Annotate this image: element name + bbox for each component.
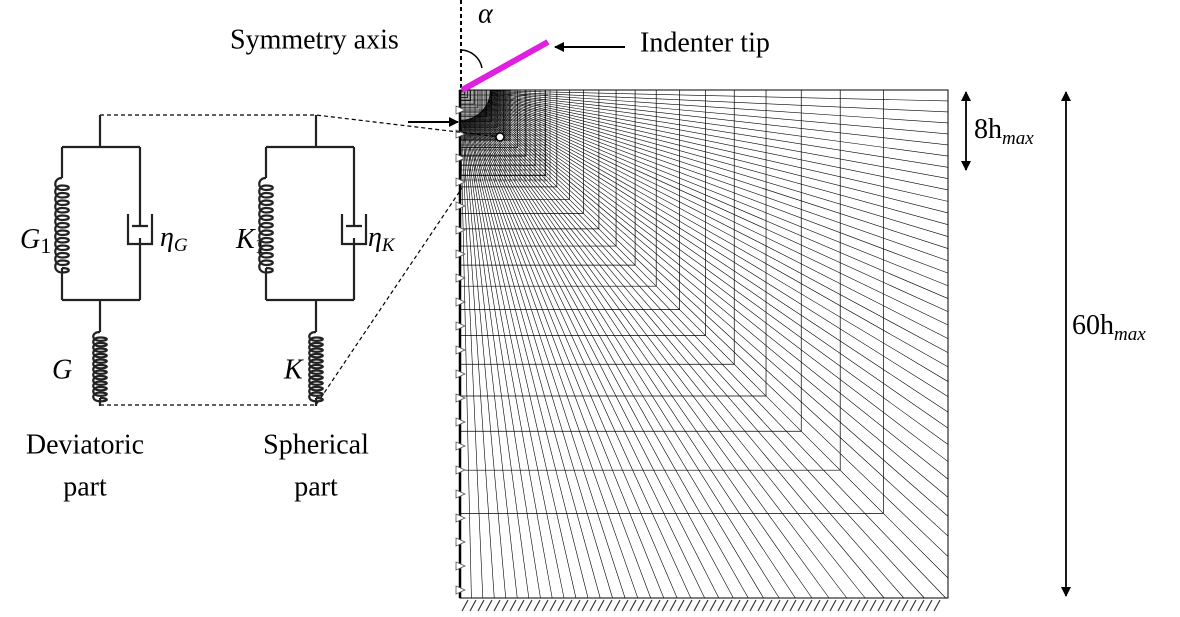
math: 8h [974,114,1002,145]
math-sub: max [1114,324,1146,345]
caption: part [294,471,338,502]
spring [258,176,274,274]
math-sub: K [381,235,396,256]
math: K [235,224,256,255]
math: η [368,222,382,253]
spring-label: G1 [20,224,51,258]
spring [308,330,324,403]
wire [264,115,356,332]
dimension-label: 8hmax [974,114,1034,149]
symmetry-label: Symmetry axis [230,24,399,55]
caption: Deviatoric [26,429,144,460]
caption: part [63,471,107,502]
rheology-models [54,115,368,406]
roller-supports [455,105,466,595]
dashpot-label: ηG [160,222,188,256]
math-sub: 1 [40,233,51,258]
math-sub: G [174,235,188,256]
spring [54,176,70,274]
math: η [160,222,174,253]
caption: Spherical [263,429,369,460]
mesh-lines [459,89,949,599]
spring [92,330,108,403]
zoom-line [100,114,501,138]
spring-label: K [283,354,304,385]
zoom-line [100,187,463,406]
math: 60h [1072,310,1114,341]
indenter-tip [460,39,550,93]
mesh-dense [460,90,510,140]
dimension-label: 60hmax [1072,310,1146,345]
math-sub: max [1002,128,1034,149]
angle-arc [460,49,483,69]
indenter-label: Indenter tip [640,27,770,58]
mesh [455,89,949,612]
fixed-support [461,599,941,612]
wire [60,115,142,332]
zoom-point [495,132,505,142]
angle-label: α [478,0,494,29]
math: G [20,224,40,255]
dashpot-label: ηK [368,222,396,256]
spring-label: G [52,354,72,385]
